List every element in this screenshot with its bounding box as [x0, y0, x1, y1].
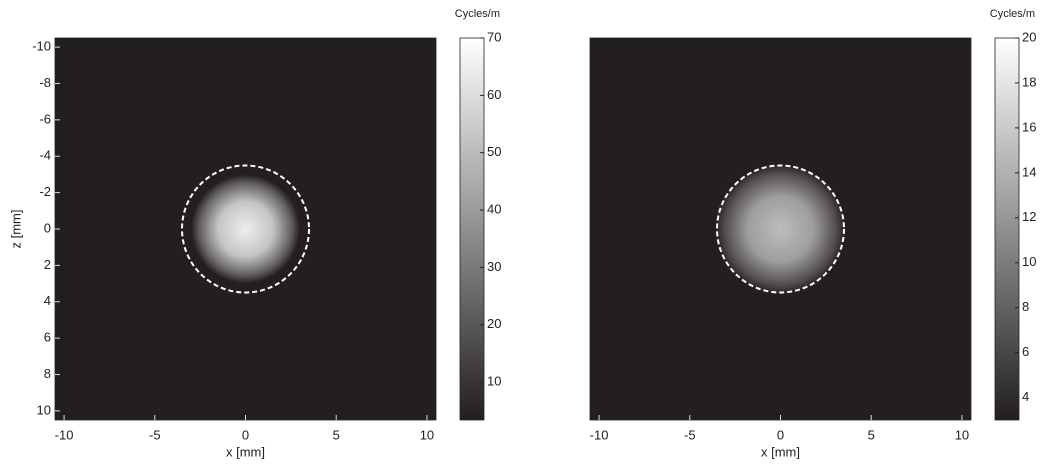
x-tick-label: 10 [420, 427, 434, 442]
x-tick-label: -5 [149, 427, 161, 442]
x-tick-label: 0 [242, 427, 249, 442]
colorbar-tick-label: 14 [1022, 164, 1036, 179]
y-tick-label: -8 [39, 75, 51, 90]
colorbar-tick-label: 10 [487, 374, 501, 389]
x-tick-label: -10 [590, 427, 609, 442]
colorbar [994, 37, 1020, 421]
colorbar-tick-label: 40 [487, 202, 501, 217]
colorbar-tick-label: 70 [487, 29, 501, 44]
colorbar-tick-label: 16 [1022, 119, 1036, 134]
heat-blob [191, 174, 300, 284]
colorbar-label: Cycles/m [455, 8, 500, 20]
y-tick-label: -10 [32, 39, 51, 54]
x-axis-label: x [mm] [761, 444, 800, 459]
y-tick-label: -2 [39, 184, 51, 199]
y-axis-label: z [mm] [8, 210, 23, 249]
colorbar-tick-label: 4 [1022, 389, 1029, 404]
colorbar-tick-label: 10 [1022, 254, 1036, 269]
x-tick-label: 5 [868, 427, 875, 442]
x-tick-label: 10 [955, 427, 969, 442]
y-tick-label: -4 [39, 148, 51, 163]
x-tick-label: -5 [684, 427, 696, 442]
x-tick-label: 5 [333, 427, 340, 442]
colorbar-tick-label: 30 [487, 259, 501, 274]
y-tick-label: 10 [37, 402, 51, 417]
y-tick-label: 8 [44, 366, 51, 381]
colorbar-tick-label: 60 [487, 87, 501, 102]
colorbar-tick-label: 20 [1022, 29, 1036, 44]
colorbar-tick-label: 50 [487, 144, 501, 159]
colorbar [459, 37, 485, 421]
colorbar-tick-label: 18 [1022, 74, 1036, 89]
x-tick-label: -10 [55, 427, 74, 442]
colorbar-tick-label: 12 [1022, 209, 1036, 224]
colorbar-tick-label: 6 [1022, 344, 1029, 359]
heat-blob [715, 163, 846, 295]
colorbar-tick-label: 8 [1022, 299, 1029, 314]
x-tick-label: 0 [777, 427, 784, 442]
y-tick-label: -6 [39, 111, 51, 126]
y-tick-label: 0 [44, 220, 51, 235]
y-tick-label: 6 [44, 330, 51, 345]
x-axis-label: x [mm] [226, 444, 265, 459]
colorbar-tick-label: 20 [487, 316, 501, 331]
y-tick-label: 2 [44, 257, 51, 272]
ring [181, 164, 310, 294]
ring [716, 164, 845, 294]
colorbar-label: Cycles/m [990, 8, 1035, 20]
y-tick-label: 4 [44, 293, 51, 308]
